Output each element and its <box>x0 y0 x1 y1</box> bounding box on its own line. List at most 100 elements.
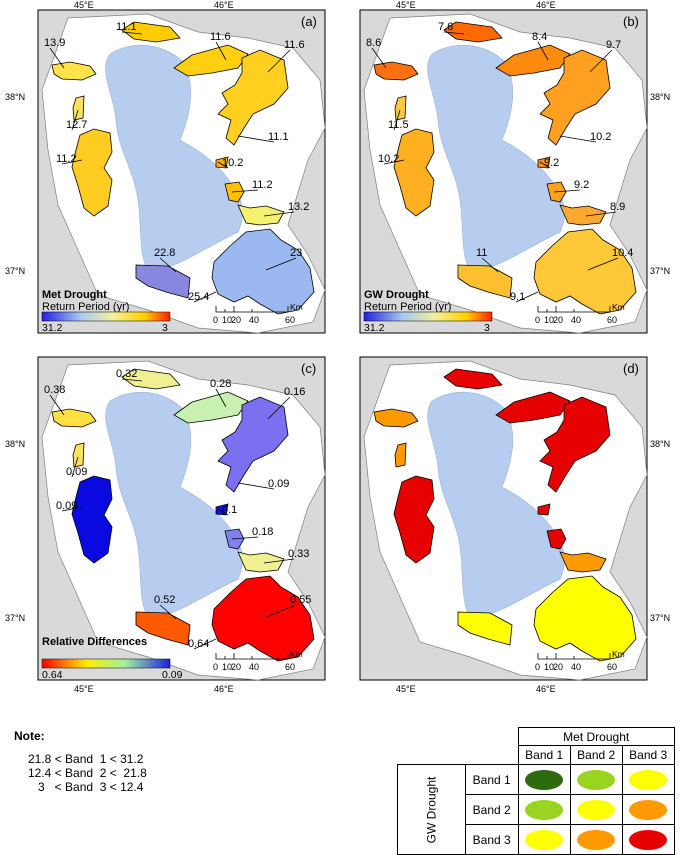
leader-line <box>237 482 275 490</box>
region-east-1 <box>215 156 229 169</box>
leader-line <box>71 456 79 478</box>
band-note: Note: 21.8 < Band 1 < 31.2 12.4 < Band 2… <box>14 729 147 794</box>
lake-urmia <box>105 44 243 273</box>
note-title: Note: <box>14 729 45 743</box>
scalebar-unit: Km <box>290 302 303 312</box>
matrix-corner <box>398 728 519 746</box>
scalebar-label: 0 <box>213 315 218 325</box>
region-label: 10.2 <box>590 131 611 143</box>
lat-label-bottom: 37°N <box>650 613 670 623</box>
region-west <box>393 128 435 217</box>
leader-line <box>193 291 217 303</box>
leader-line <box>49 394 65 416</box>
scalebar-label: 20 <box>231 662 241 672</box>
region-label: 10.2 <box>222 157 243 169</box>
region-south-2 <box>533 228 637 315</box>
leader-line <box>71 109 79 131</box>
leader-line <box>263 558 295 564</box>
region-label: 8.9 <box>610 201 625 213</box>
leader-line <box>265 257 297 271</box>
region-label: 9.2 <box>544 157 559 169</box>
lon-label-right: 46°E <box>214 0 234 10</box>
scalebar-unit: Km <box>612 302 625 312</box>
lake-urmia <box>427 391 565 620</box>
legend-title: Relative Differences <box>42 636 147 648</box>
region-label: 0.55 <box>290 594 311 606</box>
region-west-small <box>72 442 85 468</box>
scalebar-label: 40 <box>249 315 259 325</box>
legend-title: GW Drought <box>364 289 429 301</box>
region-south-2 <box>211 575 315 662</box>
matrix-dot <box>525 769 564 790</box>
panel-letter: (a) <box>301 14 317 29</box>
region-north <box>121 21 181 43</box>
legend-colorbar <box>363 311 493 322</box>
lat-label-top: 38°N <box>5 92 25 102</box>
region-label: 9.7 <box>606 39 621 51</box>
region-label: 8.4 <box>532 31 547 43</box>
region-label: 22.8 <box>154 247 175 259</box>
matrix-dot <box>577 769 616 790</box>
legend-min: 31.2 <box>364 322 385 334</box>
region-northeast-2 <box>217 396 289 493</box>
region-west <box>393 475 435 564</box>
lat-label-top: 38°N <box>5 439 25 449</box>
map-panel-2: (b) 8.6 7.6 8.4 9.7 11.5 10.2 10.2 9.2 9.2 8.9 11 10… <box>359 0 670 334</box>
leader-line <box>559 135 597 143</box>
matrix-dot <box>525 799 564 820</box>
region-south-2 <box>211 228 315 315</box>
region-west <box>71 475 113 564</box>
lon-label-right: 46°E <box>536 0 556 10</box>
region-label: 8.6 <box>366 37 381 49</box>
region-label: 11.1 <box>268 131 289 143</box>
matrix-row-title-text: GW Drought <box>424 776 439 843</box>
region-north <box>443 21 503 43</box>
leader-line <box>193 638 217 650</box>
lat-label-top: 38°N <box>650 439 670 449</box>
matrix-col-title: Met Drought <box>517 727 675 746</box>
region-east-3 <box>559 204 607 226</box>
map-panel-1: (a) 13.9 11.1 11.6 11.6 12.7 11.1 11.2 10.2 11.2 1… <box>5 0 326 334</box>
region-northeast-2 <box>217 49 289 146</box>
lake-urmia <box>105 391 243 620</box>
leader-line <box>443 31 465 35</box>
scalebar-label: 60 <box>285 662 295 672</box>
region-east-1 <box>537 503 551 516</box>
leader-line <box>121 31 143 35</box>
region-west-small <box>394 95 407 121</box>
scalebar-label: 10 <box>544 662 554 672</box>
leader-line <box>267 49 291 73</box>
matrix-cell <box>621 824 675 855</box>
region-label: 10.4 <box>612 247 633 259</box>
legend-max: 3 <box>484 322 490 334</box>
region-north <box>443 368 503 390</box>
region-west-small <box>72 95 85 121</box>
region-east-3 <box>559 551 607 573</box>
region-label: 25.4 <box>188 291 209 303</box>
leader-line <box>481 257 499 273</box>
scalebar-label: 20 <box>553 315 563 325</box>
region-south-2 <box>533 575 637 662</box>
region-label: 11.1 <box>116 21 137 33</box>
panel-letter: (c) <box>301 361 316 376</box>
leader-line <box>589 49 613 73</box>
note-line-band-2: 12.4 < Band 2 < 21.8 <box>28 766 147 780</box>
leader-line <box>587 257 619 271</box>
scalebar-label: 40 <box>249 662 259 672</box>
leader-line <box>215 388 227 408</box>
leader-line <box>515 291 539 303</box>
lon-label-right: 46°E <box>214 684 234 694</box>
scalebar-label: 0 <box>535 315 540 325</box>
scalebar-label: 60 <box>285 315 295 325</box>
region-label: 9.2 <box>574 179 589 191</box>
leader-line <box>215 41 227 61</box>
scalebar-unit: Km <box>290 649 303 659</box>
matrix-cell <box>621 794 675 825</box>
legend-max: 0.09 <box>162 669 183 681</box>
leader-line <box>537 41 549 61</box>
region-label: 11.6 <box>284 39 305 51</box>
matrix-cell <box>569 764 623 795</box>
lake-urmia <box>427 44 565 273</box>
